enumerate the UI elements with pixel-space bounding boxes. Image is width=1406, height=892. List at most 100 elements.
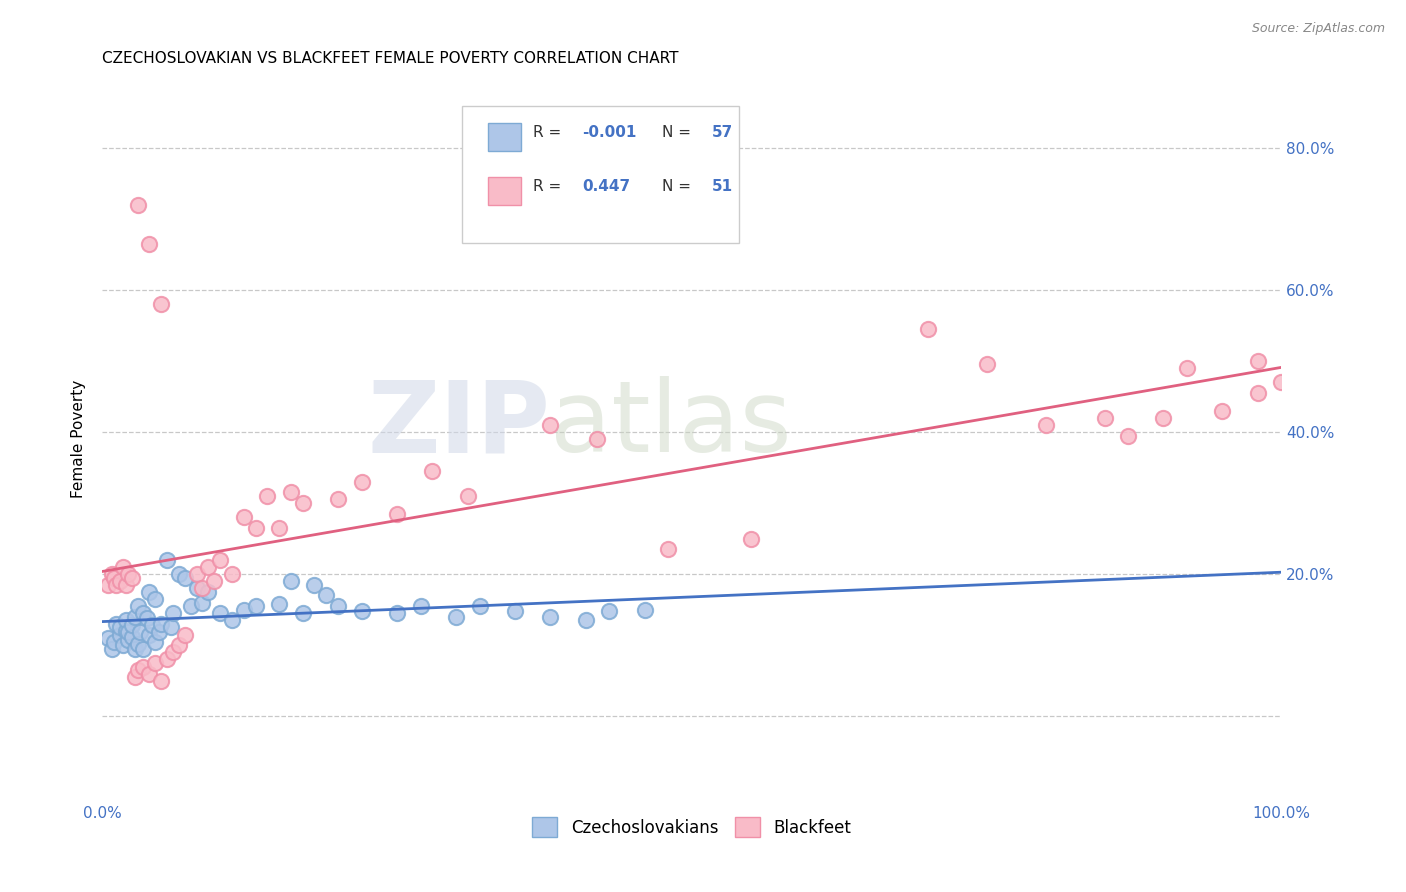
Text: ZIP: ZIP xyxy=(367,376,550,473)
Point xyxy=(503,604,526,618)
Point xyxy=(191,596,214,610)
Point xyxy=(221,567,243,582)
Point xyxy=(280,574,302,589)
Point xyxy=(105,578,128,592)
Point xyxy=(575,613,598,627)
Point xyxy=(385,606,408,620)
Point xyxy=(127,637,149,651)
Point xyxy=(409,599,432,613)
Point xyxy=(150,616,173,631)
Point xyxy=(138,236,160,251)
Point xyxy=(422,464,444,478)
Point xyxy=(156,553,179,567)
Point xyxy=(162,606,184,620)
Point xyxy=(173,627,195,641)
Point xyxy=(124,609,146,624)
Point xyxy=(291,606,314,620)
Point xyxy=(127,663,149,677)
Point xyxy=(598,604,620,618)
Point xyxy=(132,659,155,673)
Text: Source: ZipAtlas.com: Source: ZipAtlas.com xyxy=(1251,22,1385,36)
Point xyxy=(209,606,232,620)
Point xyxy=(138,627,160,641)
Point xyxy=(657,542,679,557)
Point xyxy=(1211,403,1233,417)
Point xyxy=(468,599,491,613)
FancyBboxPatch shape xyxy=(461,105,740,244)
Point xyxy=(97,578,120,592)
Point xyxy=(117,632,139,647)
Point xyxy=(114,578,136,592)
Point xyxy=(350,475,373,489)
Point xyxy=(124,670,146,684)
Y-axis label: Female Poverty: Female Poverty xyxy=(72,380,86,499)
Point xyxy=(100,567,122,582)
Point xyxy=(209,553,232,567)
Point xyxy=(114,613,136,627)
Point xyxy=(586,432,609,446)
Point xyxy=(202,574,225,589)
Point xyxy=(97,631,120,645)
Point xyxy=(156,652,179,666)
Point xyxy=(1094,410,1116,425)
Text: atlas: atlas xyxy=(550,376,792,473)
Point xyxy=(124,641,146,656)
Point xyxy=(197,560,219,574)
FancyBboxPatch shape xyxy=(488,177,520,205)
Point xyxy=(291,496,314,510)
Point xyxy=(186,567,208,582)
Point xyxy=(191,582,214,596)
Point xyxy=(150,297,173,311)
Point xyxy=(103,634,125,648)
Point xyxy=(150,673,173,688)
Point xyxy=(167,567,190,582)
Point xyxy=(245,599,267,613)
Point xyxy=(180,599,202,613)
Point xyxy=(108,574,131,589)
Point xyxy=(1247,354,1270,368)
Point xyxy=(232,510,254,524)
Point xyxy=(127,599,149,613)
Point xyxy=(1175,361,1198,376)
Point xyxy=(112,560,135,574)
Point xyxy=(197,585,219,599)
Point xyxy=(100,641,122,656)
Point xyxy=(136,611,159,625)
Point xyxy=(103,571,125,585)
Text: R =: R = xyxy=(533,125,565,140)
Point xyxy=(117,567,139,582)
Text: CZECHOSLOVAKIAN VS BLACKFEET FEMALE POVERTY CORRELATION CHART: CZECHOSLOVAKIAN VS BLACKFEET FEMALE POVE… xyxy=(103,51,679,66)
Point xyxy=(167,638,190,652)
Point xyxy=(256,489,278,503)
Point xyxy=(740,532,762,546)
Point xyxy=(538,609,561,624)
Point xyxy=(538,417,561,432)
Point xyxy=(127,197,149,211)
Text: -0.001: -0.001 xyxy=(582,125,637,140)
Point xyxy=(245,521,267,535)
Point xyxy=(304,578,326,592)
Legend: Czechoslovakians, Blackfeet: Czechoslovakians, Blackfeet xyxy=(526,810,858,844)
Point xyxy=(121,630,143,644)
Point xyxy=(221,613,243,627)
Point xyxy=(121,571,143,585)
Point xyxy=(112,638,135,652)
Point xyxy=(315,589,337,603)
Text: N =: N = xyxy=(662,125,696,140)
Point xyxy=(173,571,195,585)
Point xyxy=(117,625,139,640)
Point xyxy=(633,602,655,616)
Point xyxy=(457,489,479,503)
Point xyxy=(159,620,181,634)
Point xyxy=(148,625,170,640)
Point xyxy=(162,645,184,659)
Point xyxy=(232,602,254,616)
Point xyxy=(143,634,166,648)
Point xyxy=(326,599,349,613)
Point xyxy=(1153,410,1175,425)
Point xyxy=(385,507,408,521)
Point xyxy=(917,322,939,336)
FancyBboxPatch shape xyxy=(488,122,520,151)
Point xyxy=(141,618,163,632)
Point xyxy=(138,585,160,599)
